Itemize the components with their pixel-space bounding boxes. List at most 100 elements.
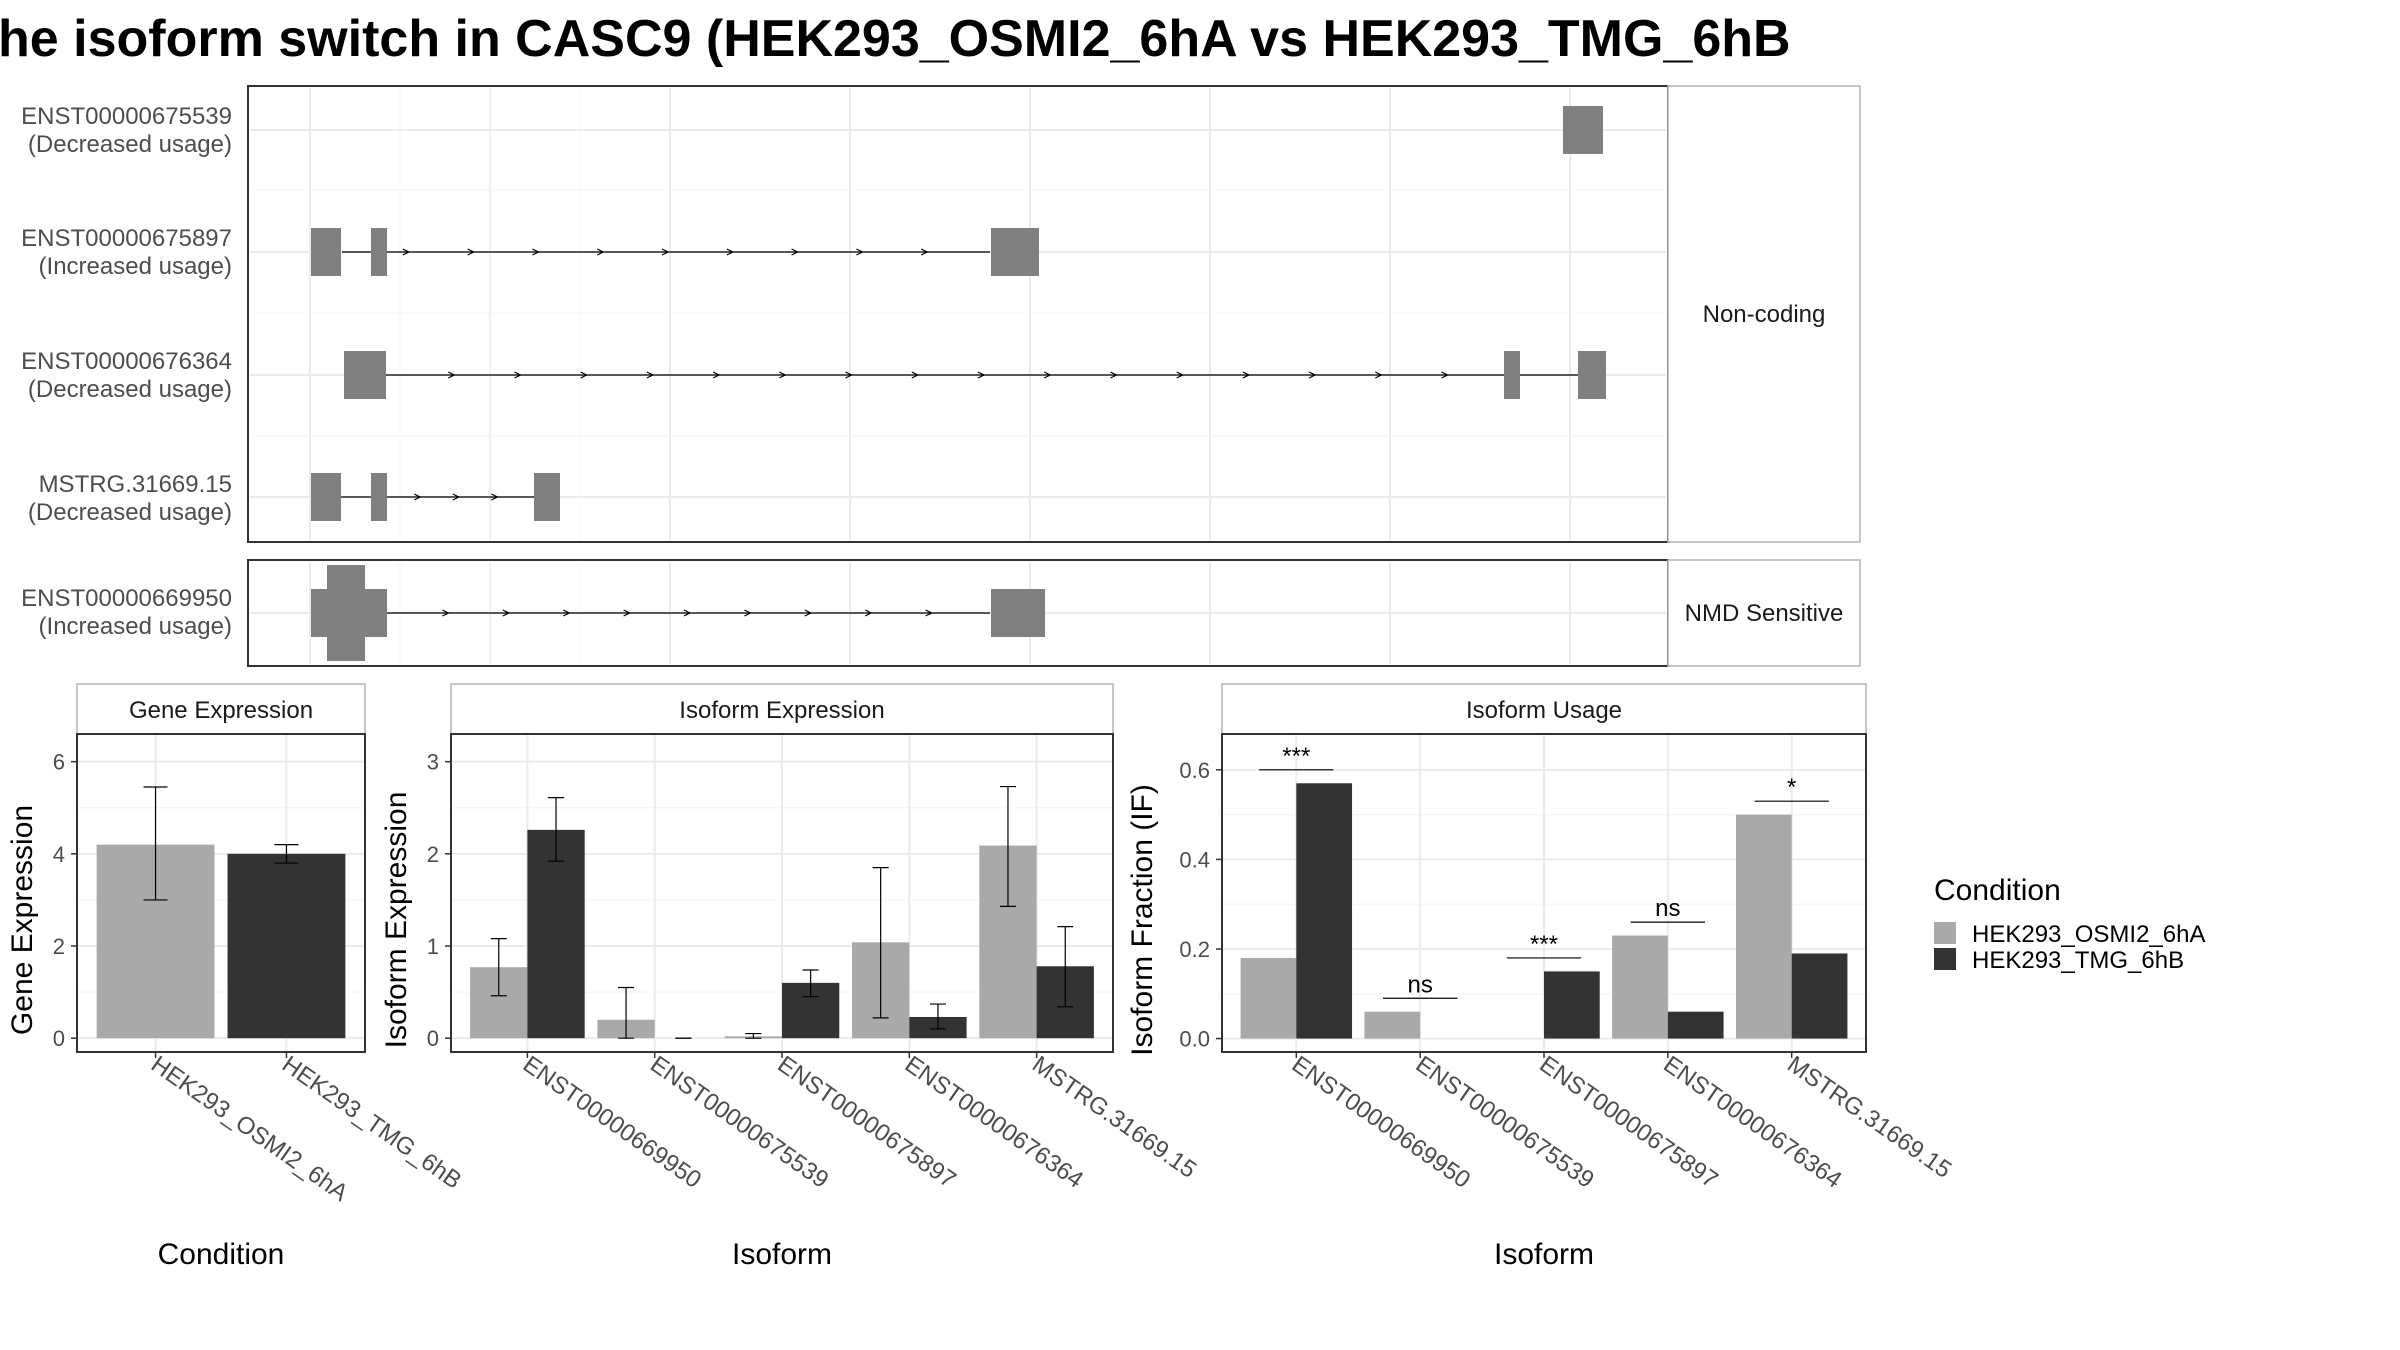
exon-block: [371, 473, 387, 521]
bar: [1667, 1011, 1724, 1039]
transcript-labels: ENST00000675539 (Decreased usage) ENST00…: [21, 103, 232, 640]
intron-arrow: [580, 371, 589, 379]
plot-border: [450, 733, 1114, 1053]
intron-arrow: [712, 371, 721, 379]
y-tick-label: 0.6: [1179, 758, 1210, 783]
legend: Condition HEK293_OSMI2_6hA HEK293_TMG_6h…: [1934, 874, 2205, 974]
exon-block: [311, 228, 341, 276]
intron-arrow: [413, 493, 422, 501]
intron-arrow: [1242, 371, 1251, 379]
intron-arrow: [447, 371, 456, 379]
x-axis-title: Isoform: [732, 1238, 832, 1271]
intron-arrow: [920, 248, 929, 256]
chart-title: Isoform Usage: [1466, 697, 1622, 724]
transcript-usage: (Decreased usage): [28, 376, 232, 403]
transcript-usage: (Decreased usage): [28, 499, 232, 526]
x-axis-title: Condition: [158, 1238, 285, 1271]
significance-label: ***: [1530, 931, 1558, 958]
intron-arrow: [1308, 371, 1317, 379]
intron-arrow: [1441, 371, 1449, 379]
transcript-id: ENST00000675539: [21, 103, 232, 130]
intron-arrow: [514, 371, 522, 379]
exon-block: [534, 473, 560, 521]
y-axis-title: Gene Expression: [6, 805, 39, 1035]
intron-arrow: [532, 248, 540, 256]
chart-strip: [76, 683, 366, 735]
structure-panel-noncoding: Non-coding: [247, 85, 1861, 543]
isoform-usage-panel: Isoform Usage Isoform Isoform Fraction (…: [1126, 683, 1956, 1271]
intron-arrow: [1043, 371, 1052, 379]
intron-arrow: [1176, 371, 1185, 379]
y-tick-label: 0: [427, 1026, 439, 1051]
structure-group-label-noncoding: Non-coding: [1703, 301, 1826, 328]
intron-arrow: [623, 609, 631, 617]
intron-arrow: [791, 248, 799, 256]
intron-arrow: [779, 371, 787, 379]
exon-block: [371, 228, 387, 276]
exon-block: [327, 565, 365, 661]
structure-strip: [1667, 85, 1861, 543]
intron-arrow: [864, 609, 873, 617]
significance-label: ns: [1407, 971, 1432, 998]
bar: [1544, 971, 1600, 1039]
intron-arrow: [467, 248, 475, 256]
intron-arrow: [911, 371, 920, 379]
intron-arrow: [977, 371, 986, 379]
bar: [1240, 957, 1297, 1039]
chart-title: Gene Expression: [129, 697, 313, 724]
transcript-id: MSTRG.31669.15: [39, 471, 232, 498]
y-tick-label: 4: [53, 842, 65, 867]
significance-label: *: [1787, 774, 1796, 801]
legend-label: HEK293_OSMI2_6hA: [1972, 921, 2205, 948]
structure-panel-border: [247, 85, 1669, 543]
exon-block: [344, 351, 386, 399]
intron-arrow: [1110, 371, 1118, 379]
chart-strip: [450, 683, 1114, 735]
bar: [1364, 1011, 1421, 1039]
y-axis-title: Isoform Expression: [380, 792, 413, 1049]
x-axis-title: Isoform: [1494, 1238, 1594, 1271]
intron-arrow: [726, 248, 735, 256]
chart-title: Isoform Expression: [679, 697, 884, 724]
legend-title: Condition: [1934, 874, 2061, 907]
y-tick-label: 3: [427, 750, 439, 775]
intron-arrow: [502, 609, 511, 617]
intron-arrow: [845, 371, 853, 379]
exon-block: [1578, 351, 1606, 399]
exon-block: [1563, 106, 1603, 154]
transcript-usage: (Increased usage): [39, 253, 232, 280]
exon-block: [991, 228, 1039, 276]
y-tick-label: 0.4: [1179, 847, 1210, 872]
bar: [227, 853, 346, 1039]
intron-arrow: [562, 609, 571, 617]
intron-arrow: [744, 609, 752, 617]
plot-border: [76, 733, 366, 1053]
y-tick-label: 0: [53, 1026, 65, 1051]
transcript-id: ENST00000676364: [21, 348, 232, 375]
y-tick-label: 1: [427, 934, 439, 959]
structure-panel-nmd: NMD Sensitive: [247, 559, 1861, 667]
y-tick-label: 2: [53, 934, 65, 959]
structure-group-label-nmd: NMD Sensitive: [1685, 600, 1844, 627]
intron-arrow: [683, 609, 692, 617]
transcript-id: ENST00000669950: [21, 585, 232, 612]
transcript-usage: (Decreased usage): [28, 131, 232, 158]
intron-arrow: [856, 248, 864, 256]
legend-swatch-b: [1934, 948, 1956, 970]
bar: [1296, 783, 1353, 1039]
intron-arrow: [804, 609, 813, 617]
intron-arrow: [452, 493, 461, 501]
intron-arrow: [1375, 371, 1383, 379]
y-tick-label: 2: [427, 842, 439, 867]
intron-arrow: [646, 371, 655, 379]
transcript-id: ENST00000675897: [21, 225, 232, 252]
y-tick-label: 6: [53, 750, 65, 775]
bar: [1612, 935, 1668, 1039]
transcript-usage: (Increased usage): [39, 613, 232, 640]
intron-arrow: [442, 609, 450, 617]
significance-label: ***: [1282, 743, 1310, 770]
bar: [527, 829, 585, 1039]
intron-arrow: [491, 493, 499, 501]
